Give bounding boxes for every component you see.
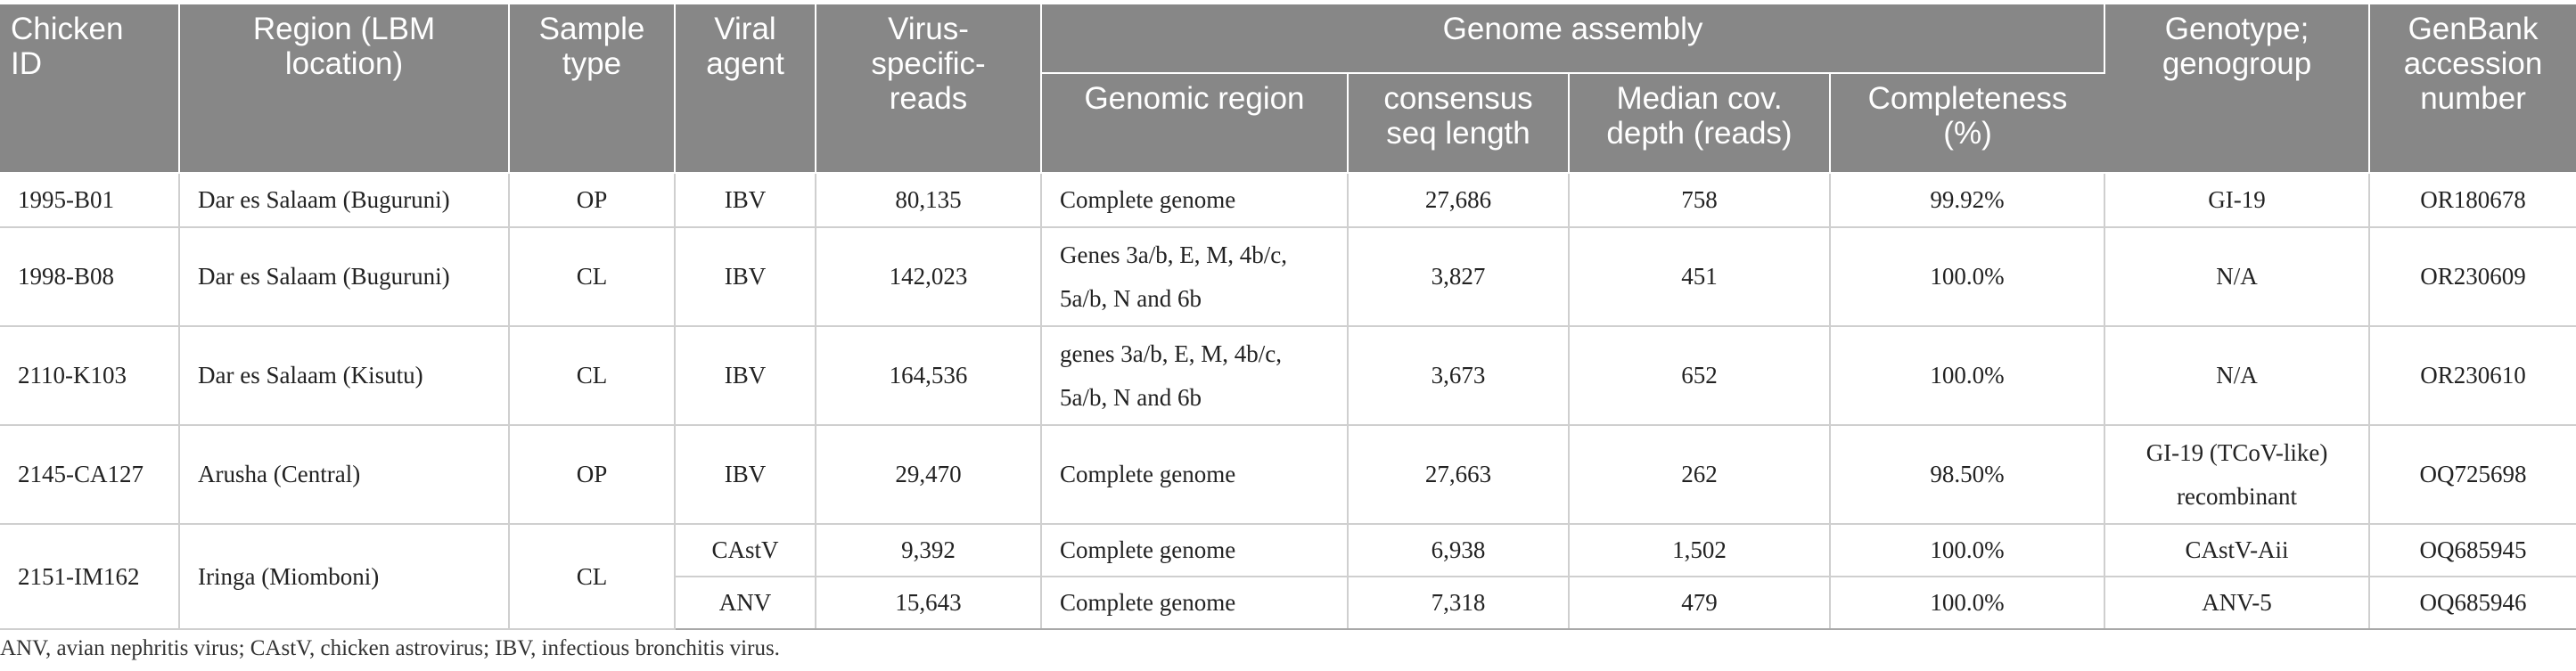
header-completeness: Completeness (%) [1830, 73, 2105, 174]
cell-consensus-length: 6,938 [1348, 524, 1570, 577]
cell-completeness: 98.50% [1830, 425, 2106, 525]
cell-genomic-region: Complete genome [1041, 173, 1349, 228]
cell-median-depth: 262 [1569, 425, 1831, 525]
cell-consensus-length: 3,673 [1348, 326, 1570, 426]
cell-accession: OR230609 [2369, 227, 2576, 327]
cell-genotype: N/A [2104, 326, 2371, 426]
cell-genomic-region: Genes 3a/b, E, M, 4b/c, 5a/b, N and 6b [1041, 227, 1349, 327]
header-genomic-region: Genomic region [1041, 73, 1349, 174]
cell-median-depth: 451 [1569, 227, 1831, 327]
cell-region: Dar es Salaam (Buguruni) [179, 227, 510, 327]
cell-viral-agent: IBV [675, 326, 816, 426]
cell-chicken-id: 1998-B08 [0, 227, 180, 327]
cell-sample-type: CL [509, 524, 676, 630]
cell-completeness: 100.0% [1830, 524, 2106, 577]
table-row: 1995-B01 Dar es Salaam (Buguruni) OP IBV… [0, 173, 2576, 228]
cell-region: Dar es Salaam (Kisutu) [179, 326, 510, 426]
cell-viral-agent: ANV [675, 577, 816, 630]
header-consensus-length: consensus seq length [1348, 73, 1570, 174]
cell-consensus-length: 27,686 [1348, 173, 1570, 228]
header-region: Region (LBM location) [179, 4, 510, 174]
cell-sample-type: CL [509, 227, 676, 327]
table-header: Chicken ID Region (LBM location) Sample typ… [0, 4, 2576, 174]
cell-genomic-region: genes 3a/b, E, M, 4b/c, 5a/b, N and 6b [1041, 326, 1349, 426]
cell-chicken-id: 1995-B01 [0, 173, 180, 228]
cell-sample-type: CL [509, 326, 676, 426]
cell-virus-reads: 142,023 [816, 227, 1042, 327]
table-body: 1995-B01 Dar es Salaam (Buguruni) OP IBV… [0, 173, 2576, 630]
cell-median-depth: 758 [1569, 173, 1831, 228]
cell-virus-reads: 164,536 [816, 326, 1042, 426]
cell-sample-type: OP [509, 425, 676, 525]
table-row: 2151-IM162 Iringa (Miomboni) CL CAstV 9,… [0, 524, 2576, 630]
cell-completeness: 100.0% [1830, 227, 2106, 327]
cell-consensus-length: 3,827 [1348, 227, 1570, 327]
cell-consensus-length: 7,318 [1348, 577, 1570, 630]
header-median-depth: Median cov. depth (reads) [1569, 73, 1831, 174]
cell-genotype: GI-19 [2104, 173, 2371, 228]
cell-consensus-length: 27,663 [1348, 425, 1570, 525]
cell-accession: OR230610 [2369, 326, 2576, 426]
header-genotype: Genotype; genogroup [2104, 4, 2371, 174]
cell-completeness: 100.0% [1830, 326, 2106, 426]
cell-region: Iringa (Miomboni) [179, 524, 510, 630]
cell-viral-agent: IBV [675, 425, 816, 525]
cell-virus-reads: 15,643 [816, 577, 1042, 630]
cell-genotype: ANV-5 [2104, 577, 2371, 630]
cell-virus-reads: 9,392 [816, 524, 1042, 577]
cell-median-depth: 479 [1569, 577, 1831, 630]
cell-genomic-region: Complete genome [1041, 577, 1349, 630]
cell-sample-type: OP [509, 173, 676, 228]
cell-chicken-id: 2145-CA127 [0, 425, 180, 525]
cell-chicken-id: 2151-IM162 [0, 524, 180, 630]
cell-accession: OQ725698 [2369, 425, 2576, 525]
cell-median-depth: 652 [1569, 326, 1831, 426]
header-chicken-id: Chicken ID [0, 4, 180, 174]
table-row: 2110-K103 Dar es Salaam (Kisutu) CL IBV … [0, 326, 2576, 426]
header-virus-reads: Virus-specific-reads [816, 4, 1042, 174]
cell-region: Dar es Salaam (Buguruni) [179, 173, 510, 228]
cell-virus-reads: 80,135 [816, 173, 1042, 228]
header-genbank: GenBank accession number [2369, 4, 2576, 174]
cell-region: Arusha (Central) [179, 425, 510, 525]
table-footnote: ANV, avian nephritis virus; CAstV, chick… [0, 636, 780, 660]
cell-median-depth: 1,502 [1569, 524, 1831, 577]
cell-accession: OR180678 [2369, 173, 2576, 228]
header-viral-agent: Viral agent [675, 4, 816, 174]
cell-viral-agent: IBV [675, 227, 816, 327]
results-table: Chicken ID Region (LBM location) Sample typ… [0, 4, 2576, 630]
cell-genomic-region: Complete genome [1041, 425, 1349, 525]
cell-genotype: CAstV-Aii [2104, 524, 2371, 577]
cell-viral-agent: IBV [675, 173, 816, 228]
cell-accession: OQ685945 [2369, 524, 2576, 577]
table-row: 2145-CA127 Arusha (Central) OP IBV 29,47… [0, 425, 2576, 525]
cell-completeness: 99.92% [1830, 173, 2106, 228]
cell-virus-reads: 29,470 [816, 425, 1042, 525]
cell-viral-agent: CAstV [675, 524, 816, 577]
table-row: ANV 15,643 Complete genome 7,318 479 100… [0, 577, 2576, 630]
cell-genotype: N/A [2104, 227, 2371, 327]
header-genome-assembly: Genome assembly [1041, 4, 2106, 74]
header-sample-type: Sample type [509, 4, 676, 174]
cell-accession: OQ685946 [2369, 577, 2576, 630]
cell-completeness: 100.0% [1830, 577, 2106, 630]
cell-chicken-id: 2110-K103 [0, 326, 180, 426]
cell-genotype: GI-19 (TCoV-like) recombinant [2104, 425, 2371, 525]
table-row: 1998-B08 Dar es Salaam (Buguruni) CL IBV… [0, 227, 2576, 327]
cell-genomic-region: Complete genome [1041, 524, 1349, 577]
